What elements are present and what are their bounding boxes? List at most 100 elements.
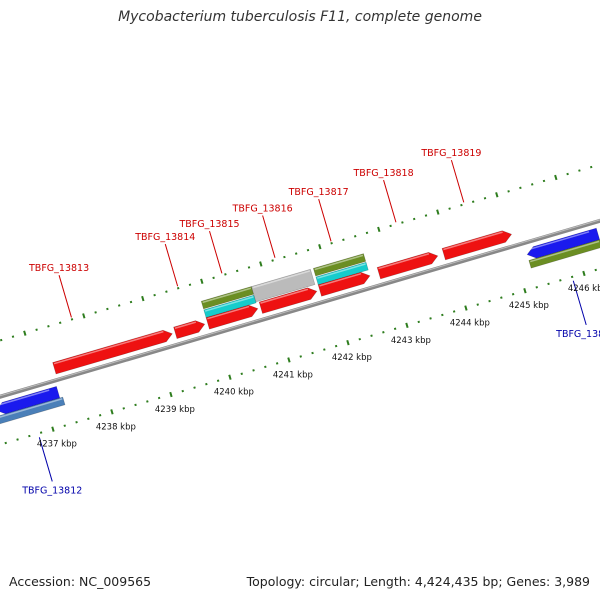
gene-highlight xyxy=(378,253,430,270)
gene-o3 xyxy=(528,239,600,269)
gene-g1 xyxy=(251,268,316,303)
gene-o1 xyxy=(200,286,255,310)
inner-tick xyxy=(582,270,586,277)
gene-label: TBFG_13813 xyxy=(28,263,89,274)
outer-tick xyxy=(377,226,381,233)
backbone-line xyxy=(0,218,600,399)
outer-tick xyxy=(70,318,74,321)
gene-highlight xyxy=(260,288,309,304)
gene-highlight xyxy=(202,287,252,304)
gene-o2 xyxy=(312,253,367,277)
gene-f6 xyxy=(376,252,439,280)
gene-label: TBFG_13820 xyxy=(555,329,600,340)
gene-body xyxy=(251,268,316,303)
inner-tick xyxy=(594,268,597,272)
inner-tick xyxy=(98,414,102,417)
inner-tick xyxy=(417,320,420,324)
topology-summary: Topology: circular; Length: 4,424,435 bp… xyxy=(246,574,590,589)
inner-tick xyxy=(405,322,409,329)
gene-highlight xyxy=(526,231,590,251)
inner-tick xyxy=(488,299,491,303)
gene-label: TBFG_13817 xyxy=(288,187,349,198)
outer-tick xyxy=(389,224,392,228)
inner-tick xyxy=(511,292,515,296)
gene-body xyxy=(0,396,66,425)
inner-tick xyxy=(334,344,338,348)
gene-highlight xyxy=(317,263,366,279)
gene-body xyxy=(200,286,255,310)
gene-labels: TBFG_13812 TBFG_13813 TBFG_13814 TBFG_13815… xyxy=(21,148,600,496)
inner-tick xyxy=(157,396,161,400)
gene-f7 xyxy=(441,230,513,261)
scale-label: 4245 kbp xyxy=(509,301,549,311)
gene-c1 xyxy=(203,294,257,318)
gene-label: TBFG_13816 xyxy=(232,204,293,215)
gene-f4 xyxy=(258,287,318,314)
scale-label: 4246 kbp xyxy=(568,284,600,294)
outer-tick xyxy=(294,252,298,255)
outer-tick xyxy=(224,273,227,276)
scale-label: 4243 kbp xyxy=(391,336,431,346)
outer-tick xyxy=(58,321,62,325)
inner-tick xyxy=(181,389,184,393)
inner-tick xyxy=(75,420,78,424)
gene-highlight xyxy=(319,272,362,287)
outer-tick xyxy=(589,165,593,169)
inner-tick xyxy=(63,424,66,427)
inner-tick xyxy=(476,303,479,306)
outer-tick xyxy=(436,209,440,215)
gene-highlight xyxy=(0,398,63,418)
scale-labels: 4237 kbp 4238 kbp 4239 kbp 4240 kbp 4241 kbp… xyxy=(37,284,600,450)
outer-tick xyxy=(460,203,463,207)
outer-tick xyxy=(330,241,333,245)
outer-tick xyxy=(578,169,581,172)
inner-tick xyxy=(110,409,114,415)
outer-tick xyxy=(542,179,546,183)
outer-tick xyxy=(412,217,416,221)
inner-tick xyxy=(547,282,550,286)
outer-tick xyxy=(401,221,404,224)
gene-f1 xyxy=(52,329,173,375)
outer-tick xyxy=(424,214,428,217)
outer-tick xyxy=(35,328,38,331)
gene-rev1 xyxy=(0,386,61,415)
outer-tick xyxy=(141,295,145,302)
gene-label: TBFG_13818 xyxy=(353,168,414,179)
gene-highlight xyxy=(252,270,311,289)
gene-rev2 xyxy=(0,396,66,425)
outer-tick xyxy=(47,325,50,328)
backbone-highlight xyxy=(0,219,600,397)
outer-tick xyxy=(519,186,522,190)
inner-tick xyxy=(346,339,350,346)
inner-tick xyxy=(500,296,503,299)
gene-body xyxy=(315,261,369,286)
inner-tick xyxy=(16,438,19,441)
gene-body xyxy=(312,253,367,277)
inner-tick xyxy=(323,348,326,351)
gene-highlight xyxy=(204,296,254,312)
gene-body xyxy=(528,239,600,269)
leader-line xyxy=(262,215,276,258)
gene-b1 xyxy=(526,227,600,259)
gene-highlight xyxy=(314,254,364,271)
inner-tick xyxy=(51,426,55,432)
inner-tick xyxy=(358,337,361,341)
inner-tick xyxy=(264,365,267,369)
inner-tick xyxy=(441,313,444,317)
leader-line xyxy=(450,160,465,203)
outer-tick xyxy=(306,248,310,252)
inner-tick xyxy=(28,434,31,438)
gene-label: TBFG_13814 xyxy=(134,232,195,243)
outer-tick xyxy=(165,290,168,293)
outer-tick xyxy=(554,174,558,181)
inner-tick xyxy=(193,386,196,389)
inner-tick xyxy=(299,355,302,358)
inner-tick xyxy=(452,310,456,313)
map-title: Mycobacterium tuberculosis F11, complete… xyxy=(118,9,482,25)
outer-tick xyxy=(247,266,251,269)
outer-tick xyxy=(471,200,475,203)
gene-body xyxy=(0,386,61,415)
gene-body xyxy=(52,329,173,375)
backbone xyxy=(0,218,600,399)
